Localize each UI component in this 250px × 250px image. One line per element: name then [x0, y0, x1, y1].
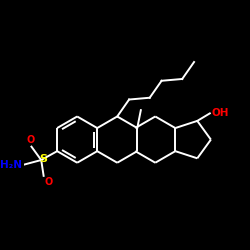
Text: O: O	[26, 136, 34, 145]
Text: H₂N: H₂N	[0, 160, 22, 170]
Text: OH: OH	[211, 108, 228, 118]
Text: O: O	[45, 177, 53, 187]
Text: S: S	[39, 154, 47, 164]
